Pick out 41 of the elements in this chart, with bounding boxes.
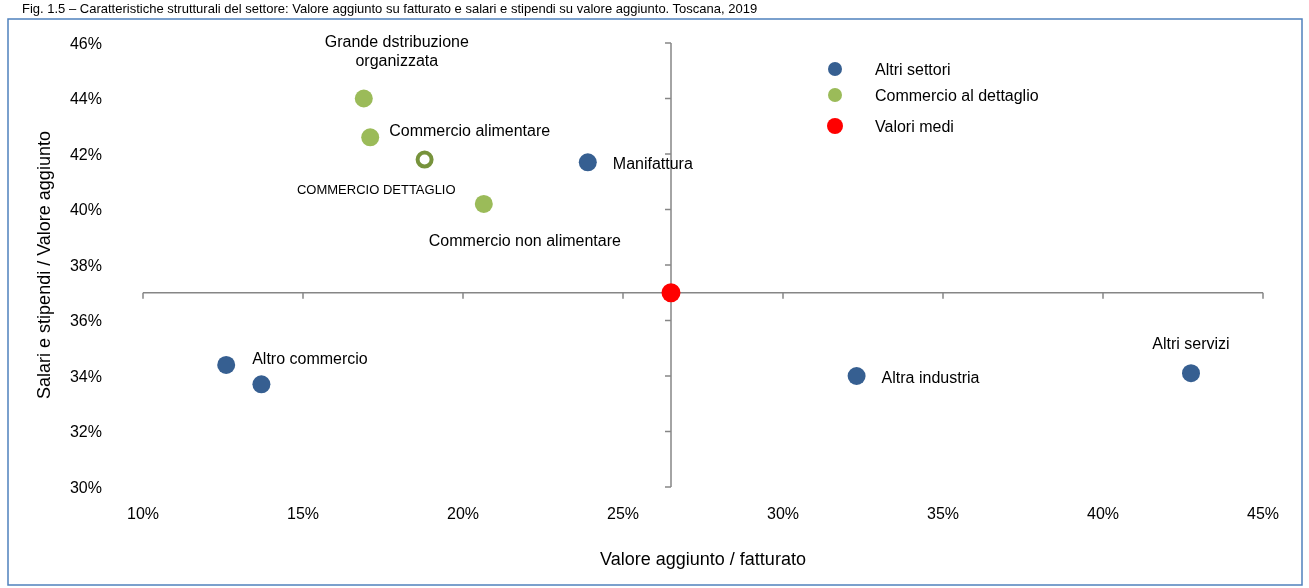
point (217, 355, 236, 374)
x-tick-label: 40% (1086, 505, 1120, 522)
y-tick-label: 46% (69, 34, 102, 52)
x-tick-label: 15% (286, 505, 320, 522)
annotation: COMMERCIO DETTAGLIO (296, 182, 456, 198)
y-tick-label: 42% (69, 145, 102, 163)
y-axis-title: Salari e stipendi / Valore aggiunto (34, 131, 54, 399)
legend-label: Altri settori (875, 60, 951, 78)
y-tick-label: 34% (69, 367, 102, 385)
y-tick-label: 32% (69, 423, 102, 441)
annotation: Grande dstribuzione organizzata (324, 32, 469, 69)
x-tick-label: 25% (606, 505, 640, 522)
x-tick-label: 35% (926, 505, 960, 522)
chart-title: Fig. 1.5 – Caratteristiche strutturali del settore: Valore aggiunto su fatturato e salari e stipendi su valore aggiunto. Toscana, 2019 (22, 1, 758, 16)
x-tick-label: 30% (766, 505, 800, 522)
y-tick-label: 36% (69, 312, 102, 330)
y-tick-label: 40% (69, 201, 102, 219)
annotation: Manifattura (612, 154, 693, 172)
x-tick-label: 10% (126, 505, 160, 522)
annotation: Commercio alimentare (389, 121, 551, 139)
annotation: Commercio non alimentare (428, 231, 621, 249)
legend-label: Commercio al dettaglio (875, 86, 1039, 104)
point (252, 375, 271, 394)
x-axis-title: Valore aggiunto / fatturato (600, 549, 806, 569)
annotation: Altro commercio (252, 349, 368, 367)
x-tick-label: 45% (1246, 505, 1280, 522)
y-tick-label: 38% (69, 256, 102, 274)
legend-label: Valori medi (875, 117, 954, 135)
point (1182, 364, 1200, 383)
annotation: Altra industria (881, 368, 980, 386)
point (661, 283, 681, 303)
x-tick-label: 20% (446, 505, 480, 522)
annotation: Altri servizi (1152, 334, 1230, 352)
point (578, 153, 597, 172)
point (354, 89, 373, 108)
point (415, 150, 434, 169)
point (474, 194, 493, 213)
y-tick-label: 30% (69, 478, 102, 496)
point (361, 128, 380, 147)
y-tick-label: 44% (69, 90, 102, 108)
point (847, 367, 866, 385)
